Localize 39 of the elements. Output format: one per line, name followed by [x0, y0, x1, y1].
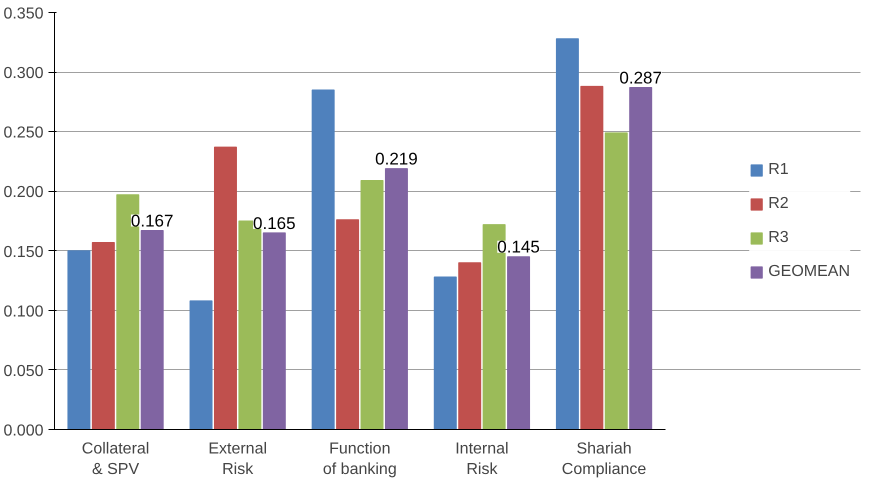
data-label: 0.145 [497, 238, 540, 257]
y-tick-label: 0.350 [3, 6, 44, 22]
y-tick-label: 0.250 [3, 124, 44, 142]
bar [384, 168, 408, 430]
bar [507, 256, 530, 430]
bar [92, 242, 115, 430]
x-tick-label: Internal Risk [455, 440, 509, 478]
y-tick-label: 0.150 [3, 244, 44, 261]
legend-label: R2 [768, 194, 789, 212]
bar [190, 300, 213, 430]
y-tick-label: 0.200 [3, 184, 44, 202]
x-tick-label: Function of banking [322, 440, 397, 478]
bar [629, 87, 652, 430]
data-label: 0.167 [130, 212, 174, 231]
x-tick-label: External Risk [208, 440, 268, 478]
bar [360, 180, 384, 430]
bar [580, 86, 604, 430]
legend-label: R3 [768, 228, 789, 246]
bar [604, 132, 628, 430]
y-tick-label: 0.000 [3, 422, 44, 440]
bar [556, 38, 579, 430]
bar [214, 146, 237, 430]
legend-label: GEOMEAN [768, 262, 850, 280]
bar [336, 219, 360, 430]
bar [434, 276, 457, 430]
y-tick-label: 0.050 [3, 362, 44, 380]
bar [67, 250, 90, 430]
bar [140, 230, 164, 430]
data-label: 0.219 [375, 150, 418, 169]
x-tick-label: Collateral & SPV [82, 440, 150, 478]
y-tick-label: 0.300 [3, 65, 44, 82]
legend-label: R1 [768, 160, 789, 178]
bar [262, 232, 286, 430]
data-label: 0.165 [253, 214, 296, 233]
bar [312, 89, 335, 430]
x-tick-label: Shariah Compliance [562, 440, 646, 478]
bar [458, 262, 482, 430]
data-label: 0.287 [619, 68, 662, 88]
y-tick-label: 0.100 [3, 303, 44, 320]
